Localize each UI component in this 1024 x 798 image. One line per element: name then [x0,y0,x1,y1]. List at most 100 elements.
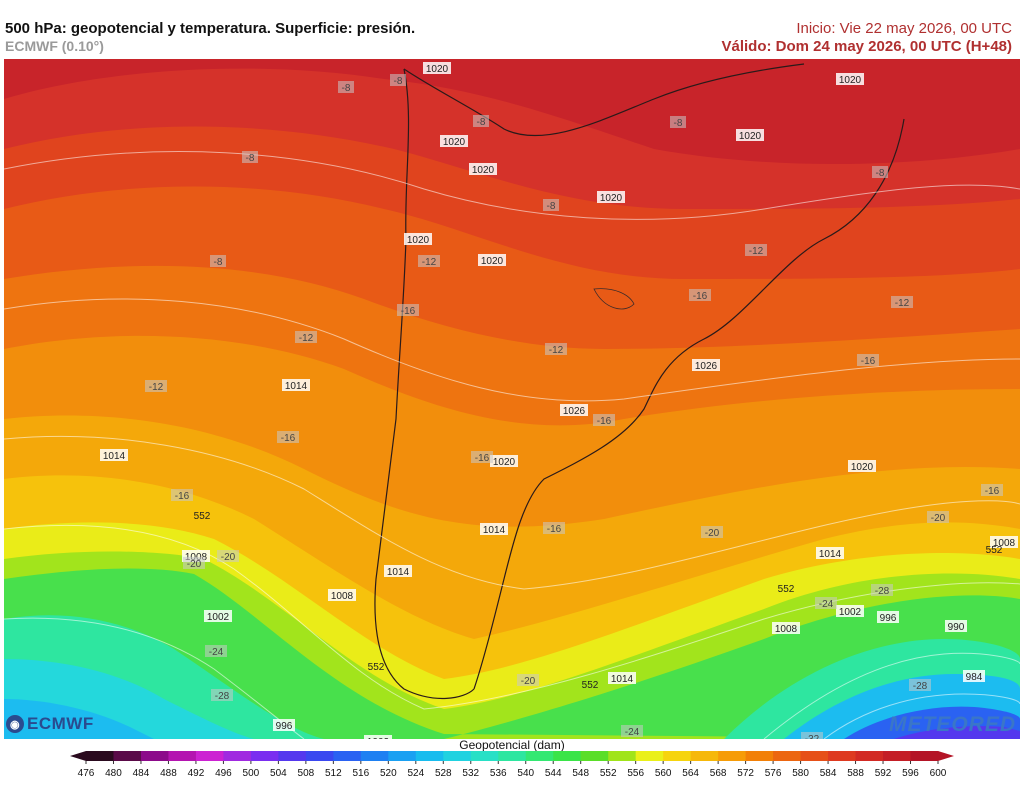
label-text: 1026 [563,406,586,417]
label-text: -28 [215,691,230,702]
temperature-label: -8 [543,199,559,212]
label-text: 552 [194,511,211,522]
isobars [4,151,1020,739]
temperature-label: -16 [981,484,1003,497]
label-text: -8 [876,168,885,179]
model-name: ECMWF (0.10°) [5,38,104,54]
colorbar-tick-label: 492 [188,768,205,779]
temperature-label: -32 [801,732,823,739]
temperature-label: -20 [701,526,723,539]
label-text: 1014 [483,525,506,536]
colorbar-swatch [333,751,362,761]
colorbar-tick-label: 592 [875,768,892,779]
colorbar-tick-label: 520 [380,768,397,779]
label-box [543,522,565,534]
label-text: 1002 [839,607,862,618]
temperature-label: -12 [295,331,317,344]
colorbar-tick-label: 484 [133,768,150,779]
label-box [242,151,258,163]
pressure-label: 996 [273,719,295,732]
label-text: -16 [597,416,612,427]
colorbar-tick-label: 548 [572,768,589,779]
label-text: -8 [342,83,351,94]
label-text: -20 [187,559,202,570]
init-time: Inicio: Vie 22 may 2026, 00 UTC [796,20,1012,37]
label-box [772,622,800,634]
weather-map[interactable]: 1020 1020 1020 1020 1020 1020 1020 1020 1020 1020… [4,59,1020,739]
colorbar-tick-label: 552 [600,768,617,779]
label-text: 996 [276,721,293,732]
label-text: -16 [985,486,1000,497]
pressure-label: 1014 [384,565,412,578]
ecmwf-logo-text: ECMWF [27,714,94,733]
label-box [597,191,625,203]
isohypse-label: 552 [986,545,1003,556]
label-text: 552 [778,584,795,595]
temperature-label: -12 [545,343,567,356]
geopotential-field [4,59,1020,739]
label-box [205,645,227,657]
colorbar-tick-label: 540 [517,768,534,779]
label-box [423,62,451,74]
label-box [815,597,837,609]
label-text: -8 [246,153,255,164]
colorbar-swatch [223,751,252,761]
label-text: 1020 [839,75,862,86]
colorbar-swatch [388,751,417,761]
label-box [145,380,167,392]
pressure-label: 1002 [364,735,392,739]
label-box [736,129,764,141]
label-box [692,359,720,371]
map-title: 500 hPa: geopotencial y temperatura. Sup… [5,20,416,37]
pressure-label: 1008 [328,589,356,602]
label-text: 1014 [387,567,410,578]
label-text: 1020 [426,64,449,75]
label-text: 1020 [739,131,762,142]
colorbar-tick-label: 524 [407,768,424,779]
isobar-line [763,652,1020,739]
label-text: 1008 [331,591,354,602]
label-box [171,489,193,501]
label-text: -8 [477,117,486,128]
label-box [981,484,1003,496]
temperature-label: -8 [872,166,888,179]
label-text: -28 [875,586,890,597]
temperature-label: -24 [621,725,643,738]
colorbar-swatch [498,751,527,761]
pressure-label: 1002 [204,610,232,623]
label-text: 1014 [285,381,308,392]
label-box [217,550,239,562]
pressure-label: 1020 [736,129,764,142]
colorbar-tick-label: 516 [352,768,369,779]
label-box [927,511,949,523]
temperature-label: -12 [418,255,440,268]
colorbar-tick-label: 532 [462,768,479,779]
pressure-label: 1020 [848,460,876,473]
label-box [338,81,354,93]
label-box [871,584,893,596]
isobar-line [4,435,1020,590]
temperature-label: -12 [145,380,167,393]
pressure-label: 1020 [423,62,451,75]
colorbar-swatch [773,751,802,761]
isobar-line [4,617,305,739]
pressure-label: 1020 [404,233,432,246]
temperature-label: -16 [277,431,299,444]
temperature-label: -16 [543,522,565,535]
label-box [560,404,588,416]
colorbar-swatch [525,751,554,761]
isobar-line [4,298,1020,402]
label-box [469,163,497,175]
colorbar-swatch [113,751,142,761]
label-text: 1020 [481,256,504,267]
label-box [364,735,392,739]
temperature-label: -16 [689,289,711,302]
label-text: -16 [861,356,876,367]
label-box [545,343,567,355]
pressure-label: 990 [945,620,967,633]
label-box [390,74,406,86]
colorbar-swatch [278,751,307,761]
temperature-label: -8 [390,74,406,87]
label-text: -16 [693,291,708,302]
label-box [689,289,711,301]
